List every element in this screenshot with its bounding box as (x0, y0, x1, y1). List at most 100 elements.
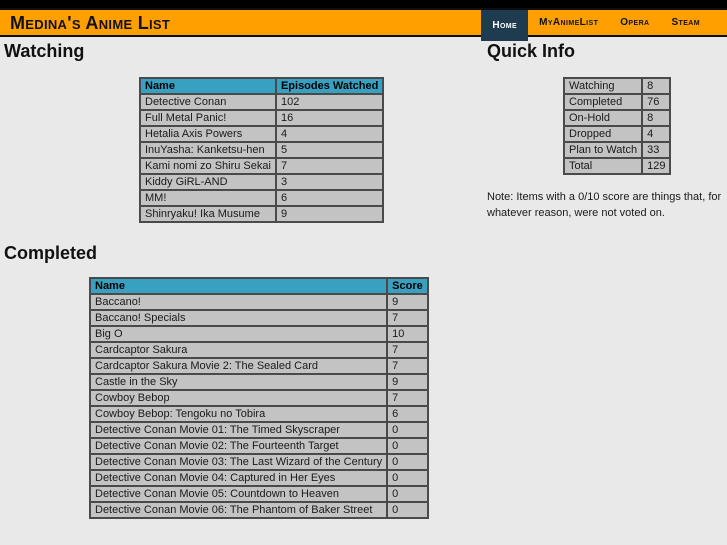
table-cell: 33 (641, 141, 672, 159)
table-cell: Hetalia Axis Powers (139, 125, 277, 143)
score-note-text: Note: Items with a 0/10 score are things… (487, 191, 722, 219)
table-cell: Cardcaptor Sakura Movie 2: The Sealed Ca… (88, 357, 389, 375)
table-row: Full Metal Panic! 16 (139, 109, 385, 127)
table-cell: 6 (386, 405, 429, 423)
table-cell: Detective Conan Movie 04: Captured in He… (88, 469, 389, 487)
nav-item-myanimelist[interactable]: MyAnimeList (539, 17, 599, 28)
table-row: Detective Conan Movie 06: The Phantom of… (88, 501, 429, 519)
table-cell: InuYasha: Kanketsu-hen (139, 141, 277, 159)
table-row: Detective Conan 102 (139, 93, 385, 111)
table-cell: Baccano! Specials (88, 309, 389, 327)
table-cell: 7 (386, 389, 429, 407)
table-row: Big O 10 (88, 325, 429, 343)
table-row: Detective Conan Movie 04: Captured in He… (88, 469, 429, 487)
nav-item-steam[interactable]: Steam (671, 17, 700, 28)
table-row: Kami nomi zo Shiru Sekai 7 (139, 157, 385, 175)
table-cell: Cowboy Bebop: Tengoku no Tobira (88, 405, 389, 423)
table-row: Baccano! Specials 7 (88, 309, 429, 327)
quick-info-table: Watching 8 Completed 76 On-Hold 8 Dropped 4 Plan… (562, 77, 672, 175)
table-cell: 76 (641, 93, 672, 111)
table-row: Detective Conan Movie 05: Countdown to H… (88, 485, 429, 503)
quick-info-section-heading: Quick Info (487, 41, 576, 61)
table-cell: Shinryaku! Ika Musume (139, 205, 277, 223)
table-cell: 7 (274, 157, 385, 175)
watching-table: Name Episodes Watched Detective Conan 102 F… (139, 77, 385, 223)
table-cell: 0 (386, 421, 429, 439)
table-row: Detective Conan Movie 02: The Fourteenth… (88, 437, 429, 455)
column-header: Score (386, 277, 429, 295)
table-row: Cowboy Bebop: Tengoku no Tobira 6 (88, 405, 429, 423)
table-cell: 3 (274, 173, 385, 191)
table-cell: 7 (386, 341, 429, 359)
table-cell: 0 (386, 437, 429, 455)
table-row: MM! 6 (139, 189, 385, 207)
table-cell: 9 (386, 373, 429, 391)
header-bar: Medina's Anime List Home MyAnimeList Ope… (0, 8, 727, 41)
table-cell: Detective Conan Movie 05: Countdown to H… (88, 485, 389, 503)
table-row: Detective Conan Movie 03: The Last Wizar… (88, 453, 429, 471)
table-cell: 0 (386, 469, 429, 487)
table-row: Kiddy GiRL-AND 3 (139, 173, 385, 191)
table-cell: Big O (88, 325, 389, 343)
table-cell: 4 (274, 125, 385, 143)
table-row: Plan to Watch 33 (562, 141, 672, 159)
table-row: Dropped 4 (562, 125, 672, 143)
table-cell: Kami nomi zo Shiru Sekai (139, 157, 277, 175)
completed-section-heading: Completed (4, 243, 98, 263)
table-cell: 7 (386, 309, 429, 327)
table-row: Cardcaptor Sakura 7 (88, 341, 429, 359)
column-header: Name (139, 77, 277, 95)
table-row: Shinryaku! Ika Musume 9 (139, 205, 385, 223)
completed-table: Name Score Baccano! 9 Baccano! Specials 7 Big… (88, 277, 429, 519)
table-row: Total 129 (562, 157, 672, 175)
table-cell: Watching (562, 77, 644, 95)
nav-item-home[interactable]: Home (481, 10, 529, 41)
table-row: Castle in the Sky 9 (88, 373, 429, 391)
table-cell: 4 (641, 125, 672, 143)
table-cell: 5 (274, 141, 385, 159)
table-cell: Detective Conan (139, 93, 277, 111)
table-cell: Baccano! (88, 293, 389, 311)
table-cell: Cowboy Bebop (88, 389, 389, 407)
table-cell: 102 (274, 93, 385, 111)
table-cell: Castle in the Sky (88, 373, 389, 391)
table-cell: 16 (274, 109, 385, 127)
table-header-row: Name Episodes Watched (139, 77, 385, 95)
table-cell: Completed (562, 93, 644, 111)
table-cell: Plan to Watch (562, 141, 644, 159)
column-header: Name (88, 277, 389, 295)
watching-section-heading: Watching (4, 41, 85, 61)
table-cell: 7 (386, 357, 429, 375)
table-row: Cardcaptor Sakura Movie 2: The Sealed Ca… (88, 357, 429, 375)
main-nav: Home MyAnimeList Opera Steam (481, 10, 711, 42)
table-cell: 129 (641, 157, 672, 175)
table-cell: Dropped (562, 125, 644, 143)
table-cell: 8 (641, 109, 672, 127)
table-cell: 9 (274, 205, 385, 223)
page-title: Medina's Anime List (10, 13, 171, 33)
table-cell: Total (562, 157, 644, 175)
table-row: Detective Conan Movie 01: The Timed Skys… (88, 421, 429, 439)
table-cell: On-Hold (562, 109, 644, 127)
top-black-strip (0, 0, 727, 8)
table-cell: 0 (386, 501, 429, 519)
table-cell: 0 (386, 453, 429, 471)
table-cell: Detective Conan Movie 03: The Last Wizar… (88, 453, 389, 471)
table-cell: Full Metal Panic! (139, 109, 277, 127)
column-header: Episodes Watched (274, 77, 385, 95)
table-row: Cowboy Bebop 7 (88, 389, 429, 407)
table-row: InuYasha: Kanketsu-hen 5 (139, 141, 385, 159)
table-cell: 6 (274, 189, 385, 207)
table-cell: Detective Conan Movie 01: The Timed Skys… (88, 421, 389, 439)
table-row: On-Hold 8 (562, 109, 672, 127)
table-cell: Kiddy GiRL-AND (139, 173, 277, 191)
table-cell: 10 (386, 325, 429, 343)
table-row: Watching 8 (562, 77, 672, 95)
table-cell: Detective Conan Movie 02: The Fourteenth… (88, 437, 389, 455)
table-cell: 0 (386, 485, 429, 503)
table-cell: MM! (139, 189, 277, 207)
table-cell: 9 (386, 293, 429, 311)
table-cell: Detective Conan Movie 06: The Phantom of… (88, 501, 389, 519)
table-row: Hetalia Axis Powers 4 (139, 125, 385, 143)
nav-item-opera[interactable]: Opera (620, 17, 650, 28)
